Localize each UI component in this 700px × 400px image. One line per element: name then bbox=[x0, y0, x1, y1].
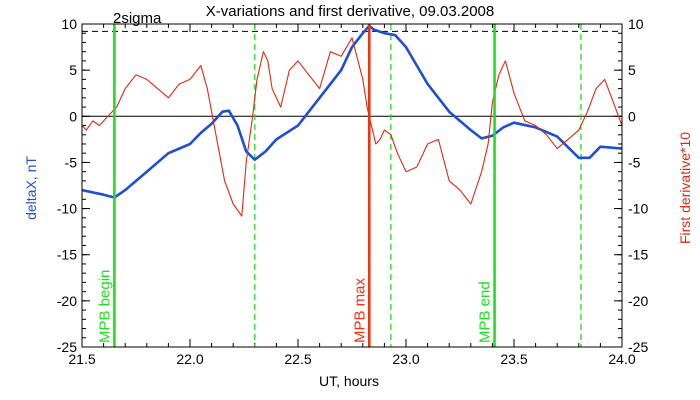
x-tick-label: 22.5 bbox=[284, 351, 311, 367]
y-right-tick-label: -20 bbox=[628, 293, 648, 309]
y-right-tick-label: 0 bbox=[628, 108, 636, 124]
threshold-label: 2sigma bbox=[113, 10, 162, 27]
y-tick-label: -15 bbox=[57, 247, 77, 263]
x-tick-label: 22.0 bbox=[176, 351, 203, 367]
y-right-tick-label: -10 bbox=[628, 201, 648, 217]
y-right-tick-label: 10 bbox=[628, 16, 644, 32]
y-tick-label: 0 bbox=[69, 108, 77, 124]
marker-label: MPB max bbox=[351, 277, 368, 343]
y-right-tick-label: -5 bbox=[628, 154, 641, 170]
y-axis-label-left: deltaX, nT bbox=[23, 156, 39, 220]
x-tick-label: 24.0 bbox=[608, 351, 635, 367]
series-deltaX-line bbox=[81, 24, 623, 199]
y-tick-label: -5 bbox=[65, 154, 78, 170]
plot-frame bbox=[81, 23, 623, 348]
y-right-tick-label: -15 bbox=[628, 247, 648, 263]
x-axis-label: UT, hours bbox=[319, 373, 379, 389]
y-axis-label-right: First derivative*10 bbox=[677, 132, 693, 244]
y-tick-label: -10 bbox=[57, 201, 77, 217]
y-tick-label: -20 bbox=[57, 293, 77, 309]
y-right-tick-label: -25 bbox=[628, 339, 648, 355]
y-tick-label: -25 bbox=[57, 339, 77, 355]
x-tick-label: 21.5 bbox=[68, 351, 95, 367]
x-tick-label: 23.0 bbox=[392, 351, 419, 367]
marker-label: MPB begin bbox=[96, 270, 113, 343]
y-tick-label: 10 bbox=[61, 16, 77, 32]
marker-label: MPB end bbox=[477, 281, 494, 343]
y-tick-label: 5 bbox=[69, 62, 77, 78]
y-right-tick-label: 5 bbox=[628, 62, 636, 78]
series-derivative-line bbox=[81, 37, 623, 217]
chart-title: X-variations and first derivative, 09.03… bbox=[206, 3, 495, 20]
x-tick-label: 23.5 bbox=[500, 351, 527, 367]
